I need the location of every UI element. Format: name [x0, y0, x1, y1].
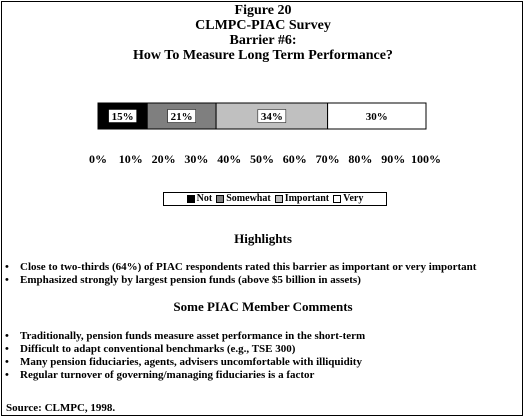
legend-label-very: Very — [343, 193, 364, 204]
highlights-heading: Highlights — [234, 231, 292, 246]
x-tick-label: 60% — [283, 152, 307, 166]
x-tick-label: 10% — [119, 152, 143, 166]
chart-legend: Not Somewhat Important Very — [163, 192, 387, 206]
legend-label-somewhat: Somewhat — [226, 193, 271, 204]
x-tick-label: 50% — [250, 152, 274, 166]
source-note: Source: CLMPC, 1998. — [6, 402, 116, 414]
data-label-important: 34% — [261, 111, 283, 123]
x-tick-label: 70% — [316, 152, 340, 166]
x-tick-label: 80% — [348, 152, 372, 166]
figure-title: Figure 20 — [234, 3, 292, 18]
x-tick-label: 40% — [217, 152, 241, 166]
data-label-very: 30% — [366, 111, 388, 123]
data-label-box-somewhat — [167, 109, 196, 123]
legend-swatch-important — [274, 195, 283, 203]
legend-swatch-somewhat — [216, 195, 225, 203]
figure-titles: Figure 20 CLMPC-PIAC Survey Barrier #6: … — [0, 3, 526, 63]
comments-heading: Some PIAC Member Comments — [173, 299, 353, 314]
comment-item: Traditionally, pension funds measure ass… — [0, 330, 365, 343]
legend-label-not: Not — [196, 193, 213, 204]
comment-item: Difficult to adapt conventional benchmar… — [0, 343, 365, 356]
legend-swatch-not — [186, 195, 195, 203]
x-tick-label: 100% — [411, 152, 441, 166]
data-label-box-not — [108, 109, 137, 123]
data-label-not: 15% — [112, 111, 134, 123]
stacked-bar-chart: 15% 21% 34% 30% 0% 10% 20% 30% 40% 50% 60% 70% 80% 90… — [89, 102, 441, 166]
legend-item-somewhat: Somewhat — [216, 193, 271, 205]
x-tick-label: 30% — [184, 152, 208, 166]
x-tick-label: 20% — [152, 152, 176, 166]
survey-title: CLMPC-PIAC Survey — [195, 18, 331, 33]
highlight-item: Emphasized strongly by largest pension f… — [0, 274, 476, 287]
barrier-title: Barrier #6: — [229, 33, 297, 48]
highlights-list: Close to two-thirds (64%) of PIAC respon… — [0, 261, 476, 287]
x-tick-label: 90% — [381, 152, 405, 166]
data-label-somewhat: 21% — [171, 111, 193, 123]
comments-list: Traditionally, pension funds measure ass… — [0, 330, 365, 382]
legend-item-important: Important — [274, 193, 330, 205]
comment-item: Many pension fiduciaries, agents, advise… — [0, 356, 365, 369]
legend-swatch-very — [333, 195, 342, 203]
data-label-box-important — [257, 109, 287, 123]
legend-item-very: Very — [333, 193, 363, 205]
comment-item: Regular turnover of governing/managing f… — [0, 369, 365, 382]
x-tick-label: 0% — [89, 152, 107, 166]
question-title: How To Measure Long Term Performance? — [133, 48, 393, 63]
legend-item-not: Not — [186, 193, 213, 205]
legend-label-important: Important — [284, 193, 330, 204]
data-label-box-very — [362, 109, 391, 123]
highlight-item: Close to two-thirds (64%) of PIAC respon… — [0, 261, 476, 274]
